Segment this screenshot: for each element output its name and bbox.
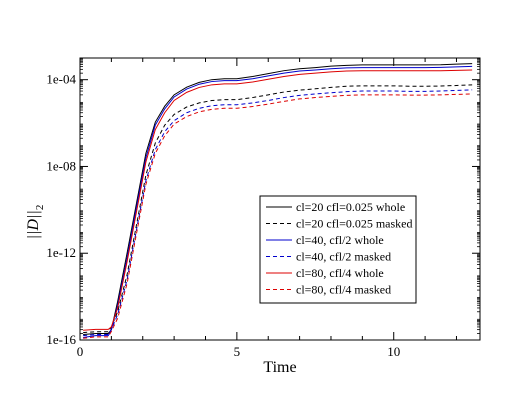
y-axis-title-subscript: 2 (34, 205, 46, 211)
legend-label-5: cl=80, cfl/4 whole (296, 266, 384, 280)
x-tick-label: 10 (387, 344, 400, 359)
legend-label-4: cl=40, cfl/2 masked (296, 250, 391, 264)
y-axis-title-main: ||D|| (25, 210, 42, 239)
x-tick-label: 5 (234, 344, 241, 359)
series-line-4 (83, 89, 473, 337)
legend-box (259, 195, 417, 304)
y-tick-label: 1e-08 (46, 158, 76, 173)
y-tick-label: 1e-04 (46, 72, 76, 87)
series-line-6 (83, 93, 473, 339)
legend-label-1: cl=20 cfl=0.025 whole (296, 200, 405, 214)
y-axis-title-group: ||D||2 (25, 205, 46, 240)
series-line-2 (83, 84, 473, 334)
series-line-5 (83, 69, 473, 331)
plot-frame (79, 57, 481, 341)
x-axis-title: Time (263, 359, 296, 376)
y-axis-title: ||D||2 (25, 205, 46, 240)
ticks-group: 0 5 10 1e-16 1e-12 1e-08 1e-04 (46, 58, 480, 359)
legend: cl=20 cfl=0.025 whole cl=20 cfl=0.025 mas… (259, 195, 417, 304)
x-tick-label: 0 (77, 344, 84, 359)
series-line-3 (83, 65, 473, 339)
y-tick-label: 1e-12 (46, 245, 76, 260)
legend-label-6: cl=80, cfl/4 masked (296, 283, 391, 297)
legend-label-3: cl=40, cfl/2 whole (296, 233, 384, 247)
y-tick-label: 1e-16 (46, 332, 76, 347)
legend-label-2: cl=20 cfl=0.025 masked (296, 217, 413, 231)
